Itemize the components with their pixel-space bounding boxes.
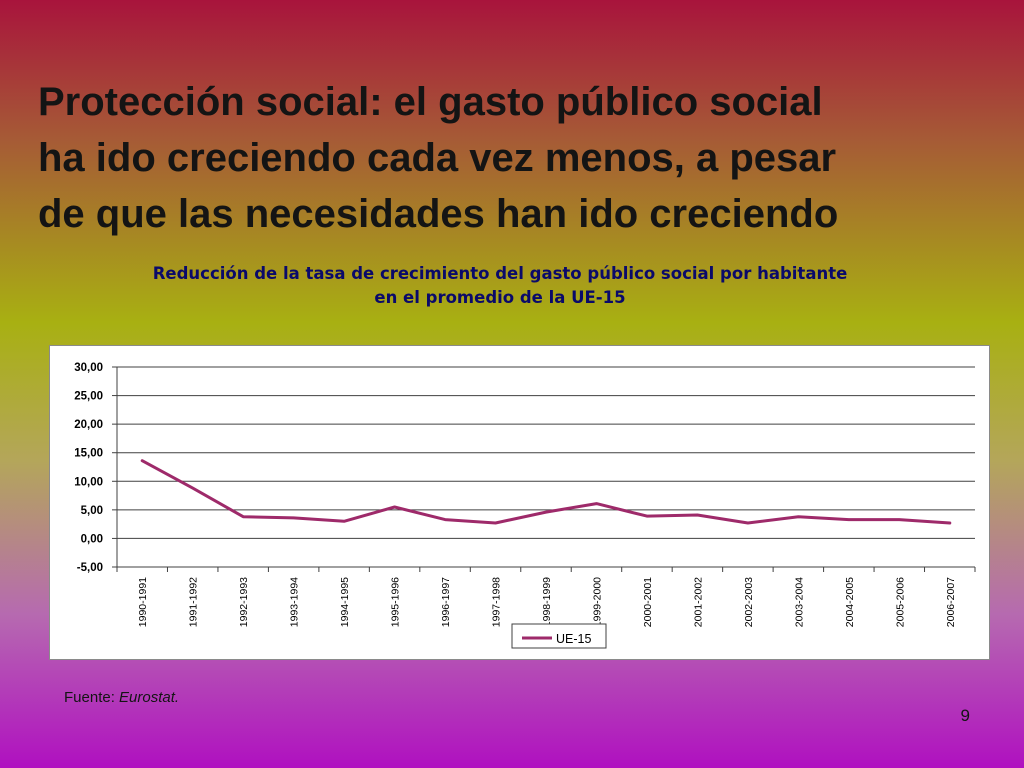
x-tick-label: 2001-2002 xyxy=(692,577,704,627)
x-tick-label: 2002-2003 xyxy=(743,577,755,627)
slide-title: Protección social: el gasto público soci… xyxy=(38,74,998,242)
x-tick-label: 1991-1992 xyxy=(188,577,200,627)
chart-title: Reducción de la tasa de crecimiento del … xyxy=(50,262,950,310)
slide-title-line: Protección social: el gasto público soci… xyxy=(38,80,823,124)
legend-label: UE-15 xyxy=(556,632,591,646)
chart-area: 30,00 25,00 20,00 15,00 10,00 5,00 0,00 -5,00 19… xyxy=(49,345,990,660)
source-label: Fuente: xyxy=(64,689,115,706)
x-tick-label: 1994-1995 xyxy=(339,577,351,627)
source-value: Eurostat. xyxy=(119,689,180,706)
x-tick-label: 1990-1991 xyxy=(137,577,149,627)
x-tick-label: 1996-1997 xyxy=(440,577,452,627)
x-tick-label: 2006-2007 xyxy=(945,577,957,627)
y-tick-label: 30,00 xyxy=(74,362,103,374)
y-tick-label: -5,00 xyxy=(77,562,103,574)
y-tick-label: 5,00 xyxy=(81,505,103,517)
source-note: Fuente: Eurostat. xyxy=(64,689,179,706)
x-tick-label: 1993-1994 xyxy=(289,577,301,627)
x-tick-label: 2004-2005 xyxy=(844,577,856,627)
slide-title-line: de que las necesidades han ido creciendo xyxy=(38,192,839,236)
page-number: 9 xyxy=(960,706,970,725)
chart-title-line: en el promedio de la UE-15 xyxy=(374,288,626,307)
y-tick-label: 20,00 xyxy=(74,419,103,431)
chart-title-line: Reducción de la tasa de crecimiento del … xyxy=(152,264,848,283)
x-tick-label: 2005-2006 xyxy=(894,577,906,627)
x-tick-label: 2003-2004 xyxy=(793,577,805,627)
legend-box xyxy=(511,623,607,649)
slide-title-line: ha ido creciendo cada vez menos, a pesar xyxy=(38,136,837,180)
y-tick-label: 10,00 xyxy=(74,476,103,488)
y-tick-label: 15,00 xyxy=(74,448,103,460)
x-tick-label: 1997-1998 xyxy=(491,577,503,627)
series-line xyxy=(140,459,952,525)
y-tick-label: 25,00 xyxy=(74,391,103,403)
x-tick-label: 2000-2001 xyxy=(642,577,654,627)
x-tick-label: 1998-1999 xyxy=(541,577,553,627)
x-tick-label: 1992-1993 xyxy=(238,577,250,627)
x-tick-label: 1999-2000 xyxy=(591,577,603,627)
x-tick-label: 1995-1996 xyxy=(390,577,402,627)
y-tick-label: 0,00 xyxy=(81,533,103,545)
line-chart: 30,00 25,00 20,00 15,00 10,00 5,00 0,00 -5,00 19… xyxy=(74,362,976,649)
